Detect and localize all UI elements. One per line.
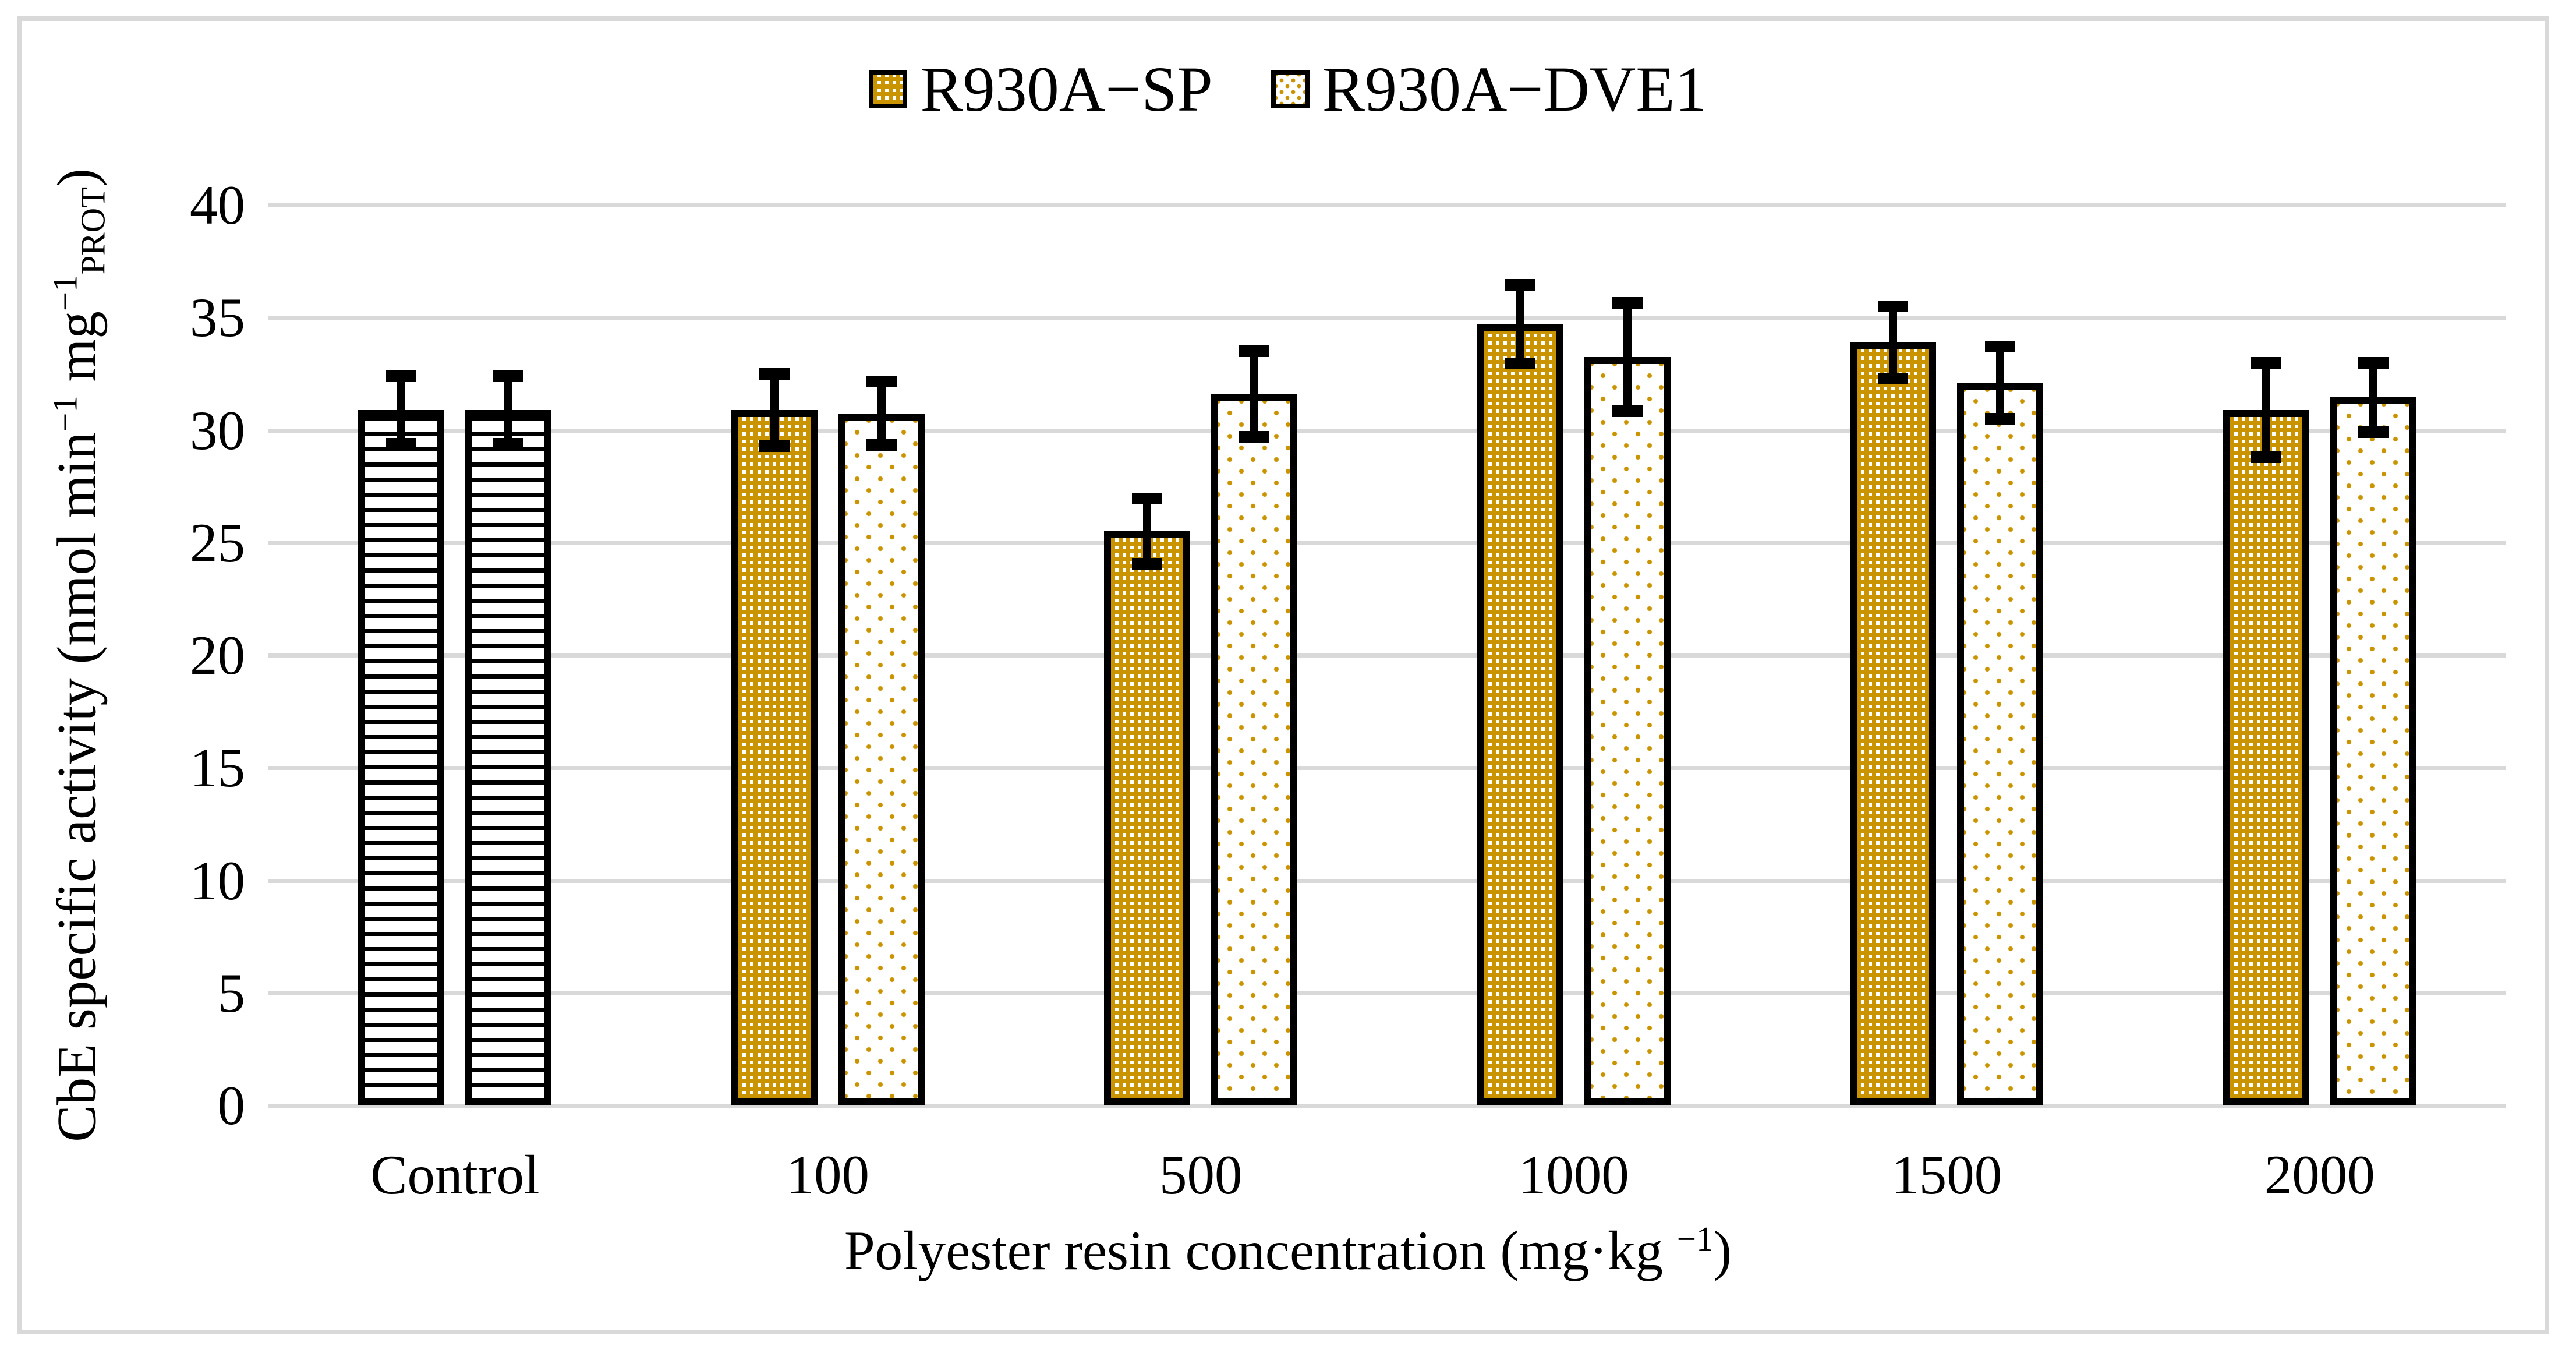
bar-sp-2000 [2223,409,2309,1105]
bar-sp-1500 [1850,342,1937,1105]
legend-swatch-sp-icon [869,70,908,108]
bar-dve1-500 [1211,394,1298,1105]
gridline-y-15 [268,766,2506,771]
y-tick-label: 30 [190,399,245,461]
y-tick-label: 5 [217,962,246,1024]
error-bar-dve1-1000 [1612,297,1643,417]
x-category-label: 1500 [1891,1144,2002,1206]
error-bar-cap [1878,372,1909,384]
error-bar-line [2262,362,2270,457]
legend: R930A−SP R930A−DVE1 [0,57,2576,121]
gridline-y-40 [268,203,2506,207]
error-bar-cap [1985,413,2016,425]
error-bar-sp-control [386,370,417,450]
x-category-label: 2000 [2264,1144,2375,1206]
x-axis-title: Polyester resin concentration (mg·kg −1) [0,1220,2576,1281]
error-bar-sp-2000 [2251,356,2281,463]
bar-dve1-2000 [2330,397,2416,1105]
legend-label-sp: R930A−SP [920,54,1213,125]
gridline-y-35 [268,316,2506,320]
y-tick-label: 25 [190,511,245,574]
error-bar-cap [1239,431,1270,443]
error-bar-line [1996,347,2005,419]
error-bar-line [504,376,513,444]
bar-sp-100 [731,409,818,1105]
y-tick-label: 0 [217,1075,246,1136]
error-bar-sp-100 [759,368,790,452]
error-bar-cap [2358,426,2389,439]
x-axis-title-post: ) [1713,1220,1732,1281]
x-category-label: Control [370,1144,540,1206]
error-bar-cap [493,437,524,450]
error-bar-sp-500 [1132,493,1163,570]
error-bar-cap [866,439,897,451]
x-axis-title-text: Polyester resin concentration (mg·kg [844,1220,1677,1281]
error-bar-dve1-500 [1239,345,1270,443]
error-bar-line [397,376,406,444]
error-bar-line [1250,351,1259,437]
y-axis-title-sup2: −1 [46,274,84,312]
x-category-label: 100 [786,1144,870,1206]
error-bar-dve1-control [493,370,524,450]
x-axis-title-sup: −1 [1676,1220,1714,1258]
error-bar-cap [2251,451,2281,463]
error-bar-cap [1612,405,1643,417]
y-tick-label: 15 [190,737,245,799]
error-bar-dve1-1500 [1985,341,2016,425]
bar-dve1-1500 [1957,383,2044,1105]
y-tick-label: 35 [190,287,245,349]
y-axis-title-sup1: −1 [46,395,84,432]
bar-dve1-1000 [1584,356,1671,1105]
bar-sp-control [358,409,445,1105]
error-bar-cap [1132,558,1163,570]
y-tick-label: 10 [190,849,245,912]
y-tick-label: 40 [190,174,245,236]
gridline-y-20 [268,653,2506,658]
legend-swatch-dve1-icon [1271,70,1310,108]
error-bar-line [1516,285,1524,364]
error-bar-dve1-2000 [2358,356,2389,439]
gridline-y-5 [268,991,2506,995]
error-bar-line [770,373,779,446]
x-category-label: 1000 [1518,1144,1629,1206]
error-bar-line [2369,362,2377,433]
error-bar-line [1889,306,1898,379]
error-bar-cap [1505,358,1535,370]
error-bar-line [1623,303,1632,411]
bar-sp-1000 [1477,324,1563,1105]
legend-label-dve1: R930A−DVE1 [1322,54,1707,125]
bar-sp-500 [1104,531,1191,1105]
bar-dve1-100 [838,413,925,1105]
error-bar-dve1-100 [866,376,897,451]
bar-dve1-control [465,409,552,1105]
error-bar-line [877,381,886,445]
legend-item-sp: R930A−SP [869,54,1213,125]
gridline-y-0 [268,1104,2506,1108]
gridline-y-25 [268,541,2506,545]
error-bar-cap [759,440,790,452]
error-bar-cap [386,437,417,450]
error-bar-line [1143,499,1152,564]
x-category-label: 500 [1159,1144,1243,1206]
gridline-y-30 [268,428,2506,433]
y-tick-label: 20 [190,624,245,686]
legend-item-dve1: R930A−DVE1 [1271,57,1707,121]
error-bar-sp-1500 [1878,300,1909,384]
error-bar-sp-1000 [1505,279,1535,370]
gridline-y-10 [268,878,2506,883]
